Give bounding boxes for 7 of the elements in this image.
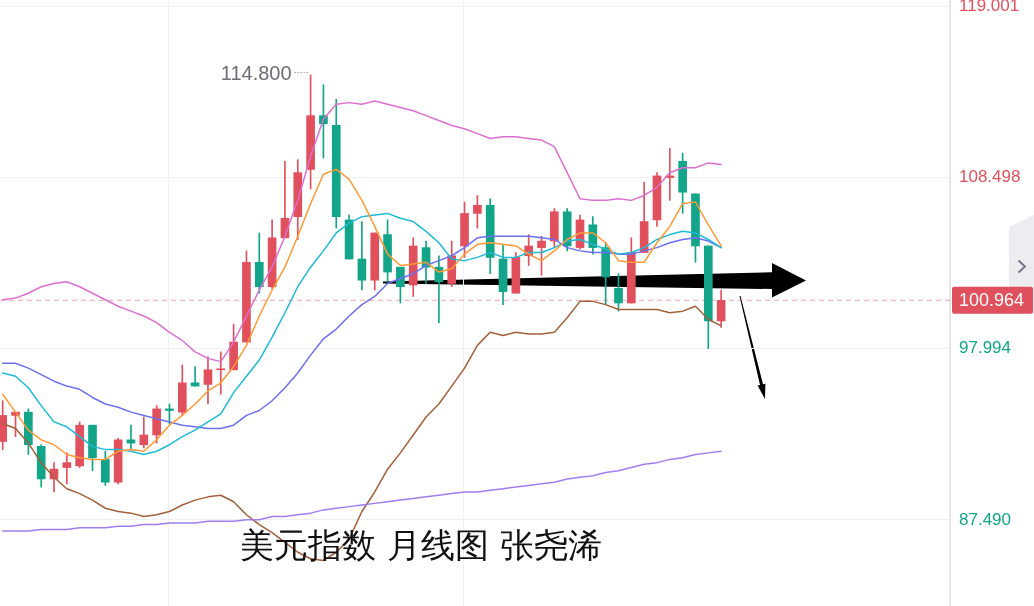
candlestick — [216, 351, 226, 395]
ref-line-label: 100.964 — [959, 290, 1025, 311]
annotation: 114.800 — [220, 62, 292, 85]
y-tick-label: 87.490 — [959, 509, 1011, 529]
y-tick-label: 108.498 — [959, 167, 1021, 187]
y-tick-label: 97.994 — [959, 338, 1011, 358]
y-tick-label: 119.001 — [959, 0, 1020, 16]
